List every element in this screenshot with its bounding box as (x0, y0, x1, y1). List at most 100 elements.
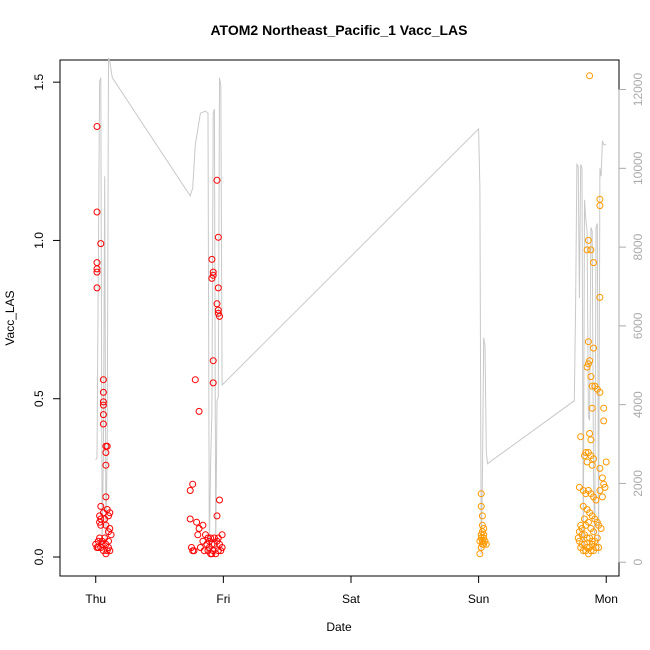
data-point (99, 420, 107, 428)
data-point (214, 233, 222, 241)
data-point (99, 398, 107, 406)
data-point (600, 480, 608, 488)
data-point (209, 271, 217, 279)
data-point (186, 487, 194, 494)
data-point (598, 474, 606, 482)
right-tick-label: 12000 (631, 73, 645, 107)
data-point (579, 547, 587, 555)
data-point (105, 544, 112, 551)
data-point (93, 544, 101, 551)
data-point (93, 208, 101, 216)
data-point (583, 246, 591, 254)
data-point (199, 521, 207, 529)
data-point (596, 464, 604, 472)
data-point (600, 417, 608, 425)
data-point (195, 525, 203, 532)
data-point (194, 531, 202, 539)
data-point (99, 401, 107, 409)
data-point (601, 483, 609, 491)
data-point (584, 236, 592, 244)
data-point (218, 531, 226, 539)
plot-frame (59, 59, 620, 577)
data-point (583, 534, 591, 542)
data-point (99, 388, 107, 396)
data-point (216, 496, 223, 504)
data-point (216, 312, 223, 320)
data-point (209, 268, 217, 276)
data-point (598, 493, 606, 501)
data-point (99, 376, 107, 384)
data-point (217, 547, 225, 555)
data-point (199, 537, 207, 545)
data-point (189, 480, 197, 488)
data-point (93, 284, 101, 292)
data-point (213, 176, 221, 184)
data-point (596, 487, 604, 494)
y-axis-title: Vacc_LAS (3, 290, 17, 345)
data-point (577, 433, 585, 441)
data-point (97, 521, 105, 529)
data-point (93, 259, 101, 267)
data-point (103, 442, 111, 450)
data-point (586, 357, 594, 365)
y-axis: 0.0 0.5 1.0 1.5 (32, 73, 61, 565)
y-tick-label: 1.0 (32, 232, 46, 249)
data-point (99, 411, 107, 419)
x-tick-label: Sat (342, 592, 361, 606)
data-point (600, 404, 608, 412)
data-point (478, 528, 486, 536)
right-axis: 0 2000 4000 6000 8000 10000 12000 (618, 73, 645, 566)
data-point (587, 246, 595, 254)
x-tick-label: Fri (216, 592, 230, 606)
data-point (214, 284, 222, 292)
data-point (577, 521, 585, 529)
data-point (96, 534, 104, 542)
data-point (581, 452, 588, 460)
data-point (590, 344, 597, 352)
x-axis: Thu Fri Sat Sun Mon (85, 575, 618, 606)
data-point (583, 363, 591, 371)
x-axis-title: Date (326, 620, 352, 634)
right-tick-label: 2000 (631, 470, 645, 497)
data-point (578, 525, 586, 532)
data-point (93, 123, 101, 130)
data-point (98, 540, 106, 548)
data-point (482, 540, 490, 548)
data-point (588, 461, 596, 469)
data-point (209, 357, 217, 365)
data-point (596, 202, 604, 210)
data-point (106, 509, 114, 517)
data-point (107, 531, 115, 539)
data-point (586, 72, 594, 80)
y-tick-label: 0.0 (32, 548, 46, 565)
data-point (102, 461, 110, 469)
data-point (588, 382, 596, 390)
data-point (101, 515, 109, 523)
line-layer (95, 57, 607, 555)
data-point (588, 537, 596, 545)
data-point (213, 300, 221, 308)
data-point (207, 534, 215, 542)
data-point (193, 518, 201, 526)
data-point (102, 449, 110, 456)
data-point (476, 550, 484, 558)
data-point (97, 240, 105, 248)
data-point (93, 265, 101, 273)
chart-title: ATOM2 Northeast_Pacific_1 Vacc_LAS (210, 22, 467, 38)
data-point (214, 547, 222, 555)
data-point (602, 458, 610, 466)
data-point (588, 404, 596, 412)
data-point (590, 547, 597, 555)
data-point (593, 534, 601, 542)
x-tick-label: Thu (85, 592, 106, 606)
data-point (106, 525, 114, 532)
data-point (587, 436, 595, 444)
data-point (584, 360, 592, 368)
data-point (191, 376, 199, 384)
right-tick-label: 4000 (631, 391, 645, 418)
data-point (596, 388, 604, 396)
data-point (590, 528, 597, 536)
data-point (102, 550, 110, 558)
data-point (205, 544, 213, 551)
